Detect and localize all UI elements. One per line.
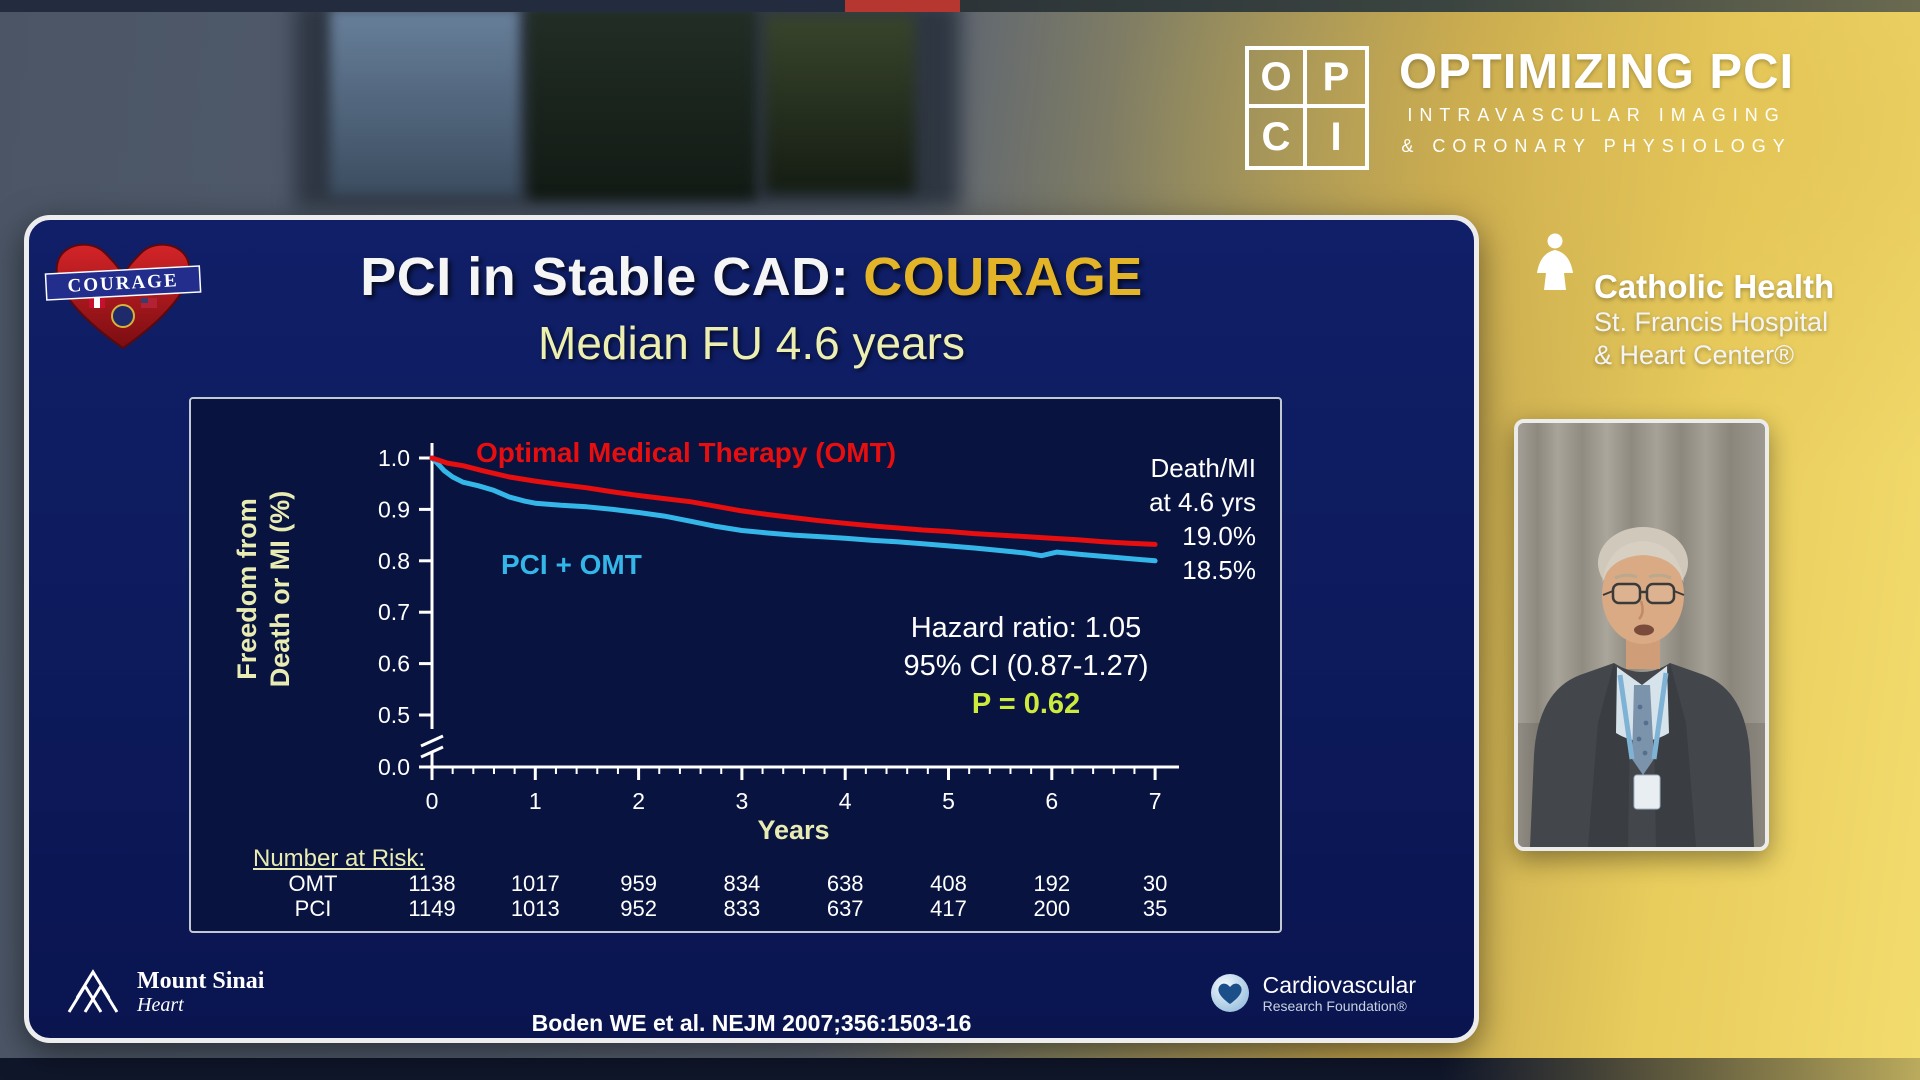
y-axis-label: Freedom from Death or MI (%) [232,490,295,688]
presentation-slide: COURAGE PCI in Stable CAD: COURAGE Median… [24,215,1479,1043]
crf-logo: Cardiovascular Research Foundation® [1209,972,1416,1015]
sponsor-name: Catholic Health [1594,268,1835,305]
crf-name: Cardiovascular [1262,972,1416,998]
svg-text:0.5: 0.5 [378,702,410,728]
top-edge-strip [0,0,1920,12]
svg-text:834: 834 [724,871,761,896]
endpoint-annotation: Death/MI at 4.6 yrs 19.0% 18.5% [1149,451,1256,587]
crf-text: Cardiovascular Research Foundation® [1263,972,1416,1015]
omt-line-label: Optimal Medical Therapy (OMT) [476,437,897,468]
svg-text:1: 1 [529,788,542,814]
sponsor-block: Catholic Health St. Francis Hospital & H… [1532,232,1834,372]
p-value: P = 0.62 [971,688,1081,720]
sponsor-line-2: & Heart Center® [1594,340,1794,370]
svg-text:0.9: 0.9 [378,496,410,522]
slide-title-gold: COURAGE [863,247,1143,307]
catholic-health-icon [1537,233,1573,290]
opci-wordmark: OPTIMIZING PCI INTRAVASCULAR IMAGING & C… [1399,46,1794,160]
slide-subtitle: Median FU 4.6 years [538,317,965,369]
svg-text:833: 833 [724,896,761,921]
svg-text:1017: 1017 [511,871,560,896]
svg-text:0.0: 0.0 [378,754,410,780]
crf-subname: Research Foundation® [1262,998,1407,1015]
opci-subtitle-1: INTRAVASCULAR IMAGING [1407,105,1786,125]
svg-text:1013: 1013 [511,896,560,921]
background-screen-blue [330,8,520,196]
svg-text:1.0: 1.0 [378,445,410,471]
opci-header: O P C I OPTIMIZING PCI INTRAVASCULAR IMA… [1245,46,1794,170]
slide-title-white: PCI in Stable CAD: [360,247,850,307]
svg-text:35: 35 [1143,896,1167,921]
opci-title: OPTIMIZING PCI [1399,45,1795,99]
svg-text:OMT: OMT [289,871,338,896]
endpoint-value-pci: 18.5% [1182,555,1256,585]
x-axis-label: Years [757,815,830,845]
svg-text:408: 408 [930,871,967,896]
courage-logo: COURAGE [43,232,203,354]
svg-text:7: 7 [1149,788,1162,814]
svg-text:637: 637 [827,896,864,921]
opci-logo-letter: P [1307,50,1365,108]
background-screen-dark [528,6,756,200]
svg-text:6: 6 [1045,788,1058,814]
mount-sinai-text: Mount Sinai Heart [137,968,264,1016]
sponsor-line-1: St. Francis Hospital [1594,307,1829,337]
svg-text:0.8: 0.8 [378,548,410,574]
background-screen-green [765,15,915,193]
opci-subtitle-2: & CORONARY PHYSIOLOGY [1401,136,1792,156]
svg-text:0.6: 0.6 [378,651,410,677]
svg-text:3: 3 [736,788,749,814]
svg-text:1149: 1149 [408,896,455,921]
pci-line-label: PCI + OMT [501,549,642,580]
bottom-edge-strip [0,1058,1920,1080]
endpoint-value-omt: 19.0% [1182,521,1256,551]
endpoint-title-2: at 4.6 yrs [1149,487,1256,517]
svg-text:PCI: PCI [295,896,332,921]
opci-logo-letter: O [1249,50,1307,108]
svg-text:959: 959 [620,871,657,896]
svg-text:952: 952 [620,896,657,921]
mount-sinai-name: Mount Sinai [137,968,265,994]
sponsor-text: Catholic Health St. Francis Hospital & H… [1594,232,1834,372]
mount-sinai-logo: Mount Sinai Heart [67,968,264,1016]
km-chart: 1.0 0.9 0.8 0.7 0.6 0.5 0.0 0 1 2 3 4 5 6 7 OMT 1138 1017… [289,443,1179,921]
statistics-annotation: Hazard ratio: 1.05 95% CI (0.87-1.27) P … [766,609,1286,723]
svg-text:2: 2 [632,788,645,814]
km-chart-panel: 1.0 0.9 0.8 0.7 0.6 0.5 0.0 0 1 2 3 4 5 6 7 OMT 1138 1017… [189,397,1282,933]
svg-text:5: 5 [942,788,955,814]
crf-heart-icon [1210,974,1249,1013]
svg-text:1138: 1138 [408,871,455,896]
citation: Boden WE et al. NEJM 2007;356:1503-16 [531,1010,972,1036]
endpoint-title-1: Death/MI [1150,453,1257,483]
confidence-interval: 95% CI (0.87-1.27) [903,650,1149,682]
svg-text:417: 417 [930,896,967,921]
hazard-ratio: Hazard ratio: 1.05 [910,612,1142,644]
opci-logo-letter: C [1249,108,1307,166]
slide-title: PCI in Stable CAD: COURAGE [29,246,1474,308]
svg-text:0: 0 [426,788,439,814]
svg-text:30: 30 [1143,871,1167,896]
mount-sinai-sub: Heart [137,994,184,1016]
opci-logo: O P C I [1245,46,1369,170]
svg-text:0.7: 0.7 [378,599,410,625]
opci-logo-letter: I [1330,114,1342,159]
svg-text:192: 192 [1033,871,1070,896]
svg-text:200: 200 [1033,896,1070,921]
svg-text:4: 4 [839,788,852,814]
mount-sinai-icon [67,969,119,1013]
number-at-risk-label: Number at Risk: [253,845,426,872]
svg-text:638: 638 [827,871,864,896]
speaker-video [1514,419,1769,851]
speaker-illustration [1518,423,1765,847]
